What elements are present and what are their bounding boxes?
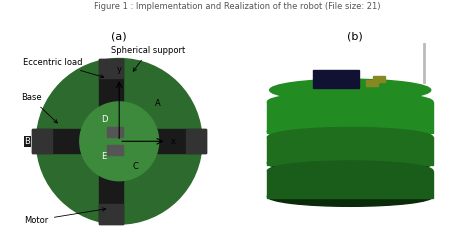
Ellipse shape bbox=[270, 79, 431, 101]
Text: C: C bbox=[133, 162, 139, 171]
Circle shape bbox=[80, 102, 159, 181]
Ellipse shape bbox=[267, 187, 433, 206]
FancyBboxPatch shape bbox=[100, 204, 123, 224]
FancyBboxPatch shape bbox=[33, 130, 206, 153]
FancyBboxPatch shape bbox=[186, 130, 206, 153]
Text: x: x bbox=[171, 137, 175, 146]
FancyBboxPatch shape bbox=[366, 80, 378, 86]
Text: Base: Base bbox=[21, 93, 57, 123]
Ellipse shape bbox=[267, 128, 433, 147]
Text: Eccentric load: Eccentric load bbox=[23, 58, 104, 78]
Text: E: E bbox=[101, 152, 107, 161]
Ellipse shape bbox=[267, 153, 433, 173]
FancyBboxPatch shape bbox=[100, 59, 123, 78]
FancyBboxPatch shape bbox=[108, 128, 123, 137]
FancyBboxPatch shape bbox=[267, 171, 433, 198]
Text: B: B bbox=[25, 137, 30, 146]
Title: (a): (a) bbox=[111, 32, 127, 42]
FancyBboxPatch shape bbox=[267, 137, 433, 165]
FancyBboxPatch shape bbox=[108, 145, 123, 155]
Text: Figure 1 : Implementation and Realization of the robot (File size: 21): Figure 1 : Implementation and Realizatio… bbox=[94, 2, 380, 11]
FancyBboxPatch shape bbox=[313, 70, 359, 88]
FancyBboxPatch shape bbox=[267, 102, 433, 133]
FancyBboxPatch shape bbox=[373, 76, 385, 82]
Circle shape bbox=[36, 59, 202, 224]
Text: Motor: Motor bbox=[25, 208, 106, 225]
FancyBboxPatch shape bbox=[33, 130, 52, 153]
Ellipse shape bbox=[267, 92, 433, 112]
Text: D: D bbox=[101, 115, 108, 123]
Text: y: y bbox=[117, 65, 122, 74]
FancyBboxPatch shape bbox=[100, 59, 123, 224]
Ellipse shape bbox=[267, 161, 433, 181]
Text: Spherical support: Spherical support bbox=[111, 46, 185, 71]
Title: (b): (b) bbox=[347, 32, 363, 42]
Ellipse shape bbox=[267, 122, 433, 141]
Text: A: A bbox=[155, 99, 160, 108]
